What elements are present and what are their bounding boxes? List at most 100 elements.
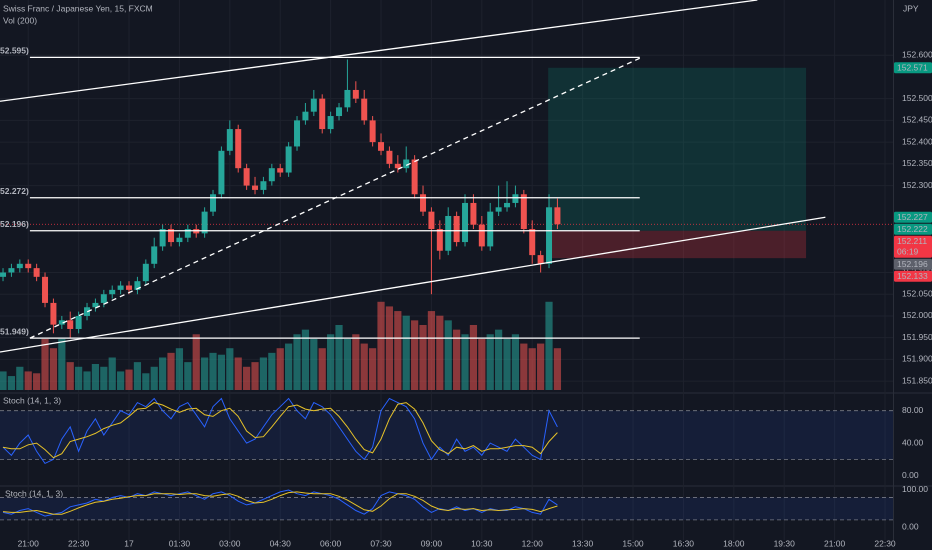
- trend-line: [0, 0, 758, 102]
- price-tag: [894, 258, 932, 270]
- y-tick-label: 152.300: [902, 180, 932, 190]
- volume-bar: [125, 369, 133, 390]
- y-tick-label: 0.00: [902, 522, 919, 532]
- candle-body: [361, 98, 368, 121]
- candle-body: [462, 202, 469, 243]
- volume-bar: [352, 334, 360, 390]
- x-tick-label: 04:30: [270, 538, 292, 548]
- volume-bar: [301, 329, 310, 390]
- volume-bar: [75, 366, 83, 390]
- candle-body: [537, 255, 544, 264]
- volume-bar: [537, 343, 545, 390]
- volume-bar: [495, 329, 503, 390]
- x-tick-label: 03:00: [219, 538, 241, 548]
- candle-body: [403, 159, 410, 169]
- candle-body: [117, 285, 124, 290]
- volume-bar: [377, 301, 385, 390]
- candle-body: [100, 294, 107, 303]
- volume-bar: [142, 373, 150, 390]
- volume-bar: [486, 334, 494, 390]
- y-tick-label: 100.00: [902, 484, 928, 494]
- x-tick-label: 22:30: [874, 538, 896, 548]
- volume-bar: [243, 366, 251, 390]
- volume-bar: [192, 334, 200, 390]
- volume-bar: [133, 362, 142, 390]
- candle-body: [277, 168, 284, 173]
- y-tick-label: 151.850: [902, 375, 932, 385]
- candle-body: [84, 307, 91, 316]
- candle-body: [25, 263, 32, 269]
- volume-bar: [117, 371, 125, 390]
- indicator-title: Stoch (14, 1, 3): [5, 488, 63, 498]
- price-pane: [0, 0, 893, 390]
- trend-line: [29, 57, 641, 339]
- grid: [0, 0, 893, 540]
- candle-body: [176, 237, 183, 243]
- volume-bar: [343, 338, 352, 390]
- level-label: 52.272): [0, 186, 29, 196]
- candle-body: [478, 224, 485, 247]
- candle-body: [168, 229, 175, 243]
- price-tag: [894, 235, 932, 258]
- volume-bar: [0, 371, 7, 390]
- indicator-pane: [0, 397, 893, 465]
- y-tick-label: 0.00: [902, 470, 919, 480]
- x-tick-label: 15:00: [622, 538, 644, 548]
- currency-label: JPY: [903, 3, 919, 13]
- x-tick-label: 09:00: [421, 538, 443, 548]
- candle-body: [33, 268, 40, 277]
- candle-body: [352, 89, 359, 99]
- candle-body: [151, 246, 158, 264]
- candle-body: [134, 281, 141, 290]
- candle-body: [302, 111, 309, 121]
- y-tick-label: 40.00: [902, 437, 924, 447]
- volume-bar: [444, 320, 452, 390]
- candle-body: [504, 202, 511, 208]
- volume-bar: [478, 338, 486, 390]
- volume-bar: [16, 366, 24, 390]
- volume-bar: [49, 348, 58, 390]
- target-zone: [548, 67, 807, 231]
- candle-body: [470, 202, 477, 225]
- volume-bar: [369, 348, 377, 390]
- price-tag-label: 152.211: [897, 236, 927, 246]
- x-tick-label: 21:00: [18, 538, 40, 548]
- x-tick-label: 06:00: [320, 538, 342, 548]
- candle-body: [218, 150, 225, 195]
- y-tick-label: 152.400: [902, 136, 932, 146]
- candle-body: [512, 194, 519, 203]
- price-tag: [894, 211, 932, 223]
- volume-bar: [327, 334, 335, 390]
- candle-body: [428, 211, 435, 230]
- candle-body: [260, 181, 267, 190]
- volume-bar: [293, 334, 301, 390]
- indicator-band: [0, 410, 893, 460]
- y-tick-label: 151.950: [902, 332, 932, 342]
- candle-body: [344, 89, 351, 108]
- volume-bar: [66, 362, 74, 390]
- volume-bar: [150, 366, 158, 390]
- candle-body: [546, 207, 553, 264]
- candle-body: [42, 276, 49, 303]
- candle-body: [495, 207, 502, 212]
- candle-body: [386, 150, 393, 164]
- candle-body: [159, 229, 166, 247]
- candle-body: [394, 163, 401, 169]
- x-tick-label: 10:30: [471, 538, 493, 548]
- volume-bar: [469, 325, 478, 390]
- volume-bar: [91, 364, 100, 390]
- y-tick-label: 152.050: [902, 288, 932, 298]
- volume-bar: [24, 371, 32, 390]
- volume-bar: [453, 329, 461, 390]
- candle-body: [0, 272, 7, 277]
- candle-body: [520, 194, 527, 230]
- candle-body: [226, 129, 233, 151]
- candle-body: [8, 268, 15, 273]
- volume-bar: [251, 362, 259, 390]
- volume-bar: [402, 315, 410, 390]
- volume-bar: [167, 352, 175, 390]
- volume-bar: [419, 325, 427, 390]
- volume-bar: [159, 357, 167, 390]
